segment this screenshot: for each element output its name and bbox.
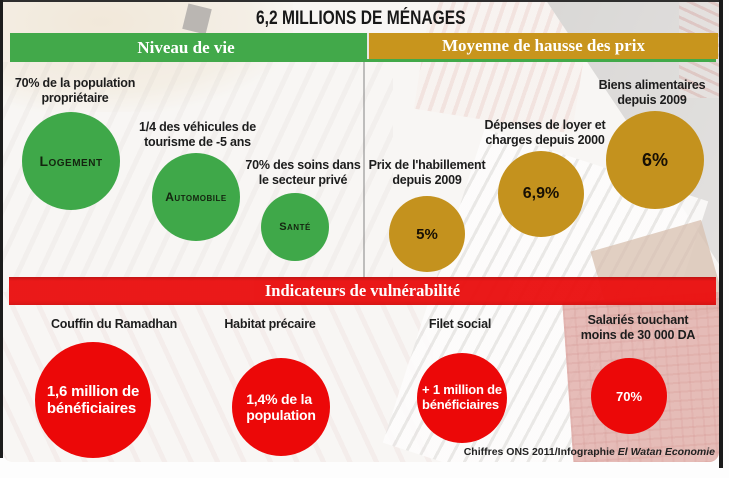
- label-sante: 70% des soins dans le secteur privé: [245, 158, 361, 187]
- frame-right-border: [719, 0, 723, 468]
- header-indicateurs-vulnerabilite: Indicateurs de vulnérabilité: [9, 277, 716, 305]
- circle-filet-beneficiaires: + 1 million de bénéficiaires: [417, 353, 507, 443]
- label-biens-alimentaires: Biens alimentaires depuis 2009: [598, 78, 706, 107]
- page-title: 6,2 MILLIONS DE MÉNAGES: [256, 8, 466, 29]
- circle-habillement-5pct: 5%: [389, 196, 465, 272]
- header-moyenne-hausse-prix: Moyenne de hausse des prix: [367, 33, 718, 59]
- circle-logement: Logement: [22, 112, 120, 210]
- label-habillement: Prix de l'habillement depuis 2009: [368, 158, 486, 187]
- credit-line: Chiffres ONS 2011/Infographie El Watan E…: [463, 446, 715, 458]
- label-habitat-precaire: Habitat précaire: [224, 317, 316, 331]
- infographic-card: 6,2 MILLIONS DE MÉNAGES Niveau de vie Mo…: [3, 2, 719, 462]
- circle-loyer-6-9pct: 6,9%: [498, 151, 584, 237]
- label-filet-social: Filet social: [428, 317, 492, 331]
- circle-automobile: Automobile: [152, 153, 240, 241]
- label-automobile: 1/4 des véhicules de tourisme de -5 ans: [139, 120, 256, 149]
- circle-salaries-70pct: 70%: [591, 358, 667, 434]
- label-salaries: Salariés touchant moins de 30 000 DA: [580, 313, 696, 342]
- frame-top-border: [0, 0, 719, 2]
- circle-sante: Santé: [261, 193, 329, 261]
- circle-habitat-population: 1,4% de la population: [232, 358, 330, 456]
- header-hausse-label: Moyenne de hausse des prix: [441, 36, 646, 55]
- frame-left-border: [0, 0, 3, 458]
- label-logement: 70% de la population propriétaire: [14, 76, 136, 105]
- header-niveau-label: Niveau de vie: [137, 38, 235, 57]
- label-loyer: Dépenses de loyer et charges depuis 2000: [484, 118, 606, 147]
- circle-couffin-beneficiaires: 1,6 million de bénéficiaires: [35, 342, 151, 458]
- section-divider-line: [363, 62, 365, 278]
- circle-alimentaire-6pct: 6%: [606, 111, 704, 209]
- label-couffin-ramadhan: Couffin du Ramadhan: [50, 317, 178, 331]
